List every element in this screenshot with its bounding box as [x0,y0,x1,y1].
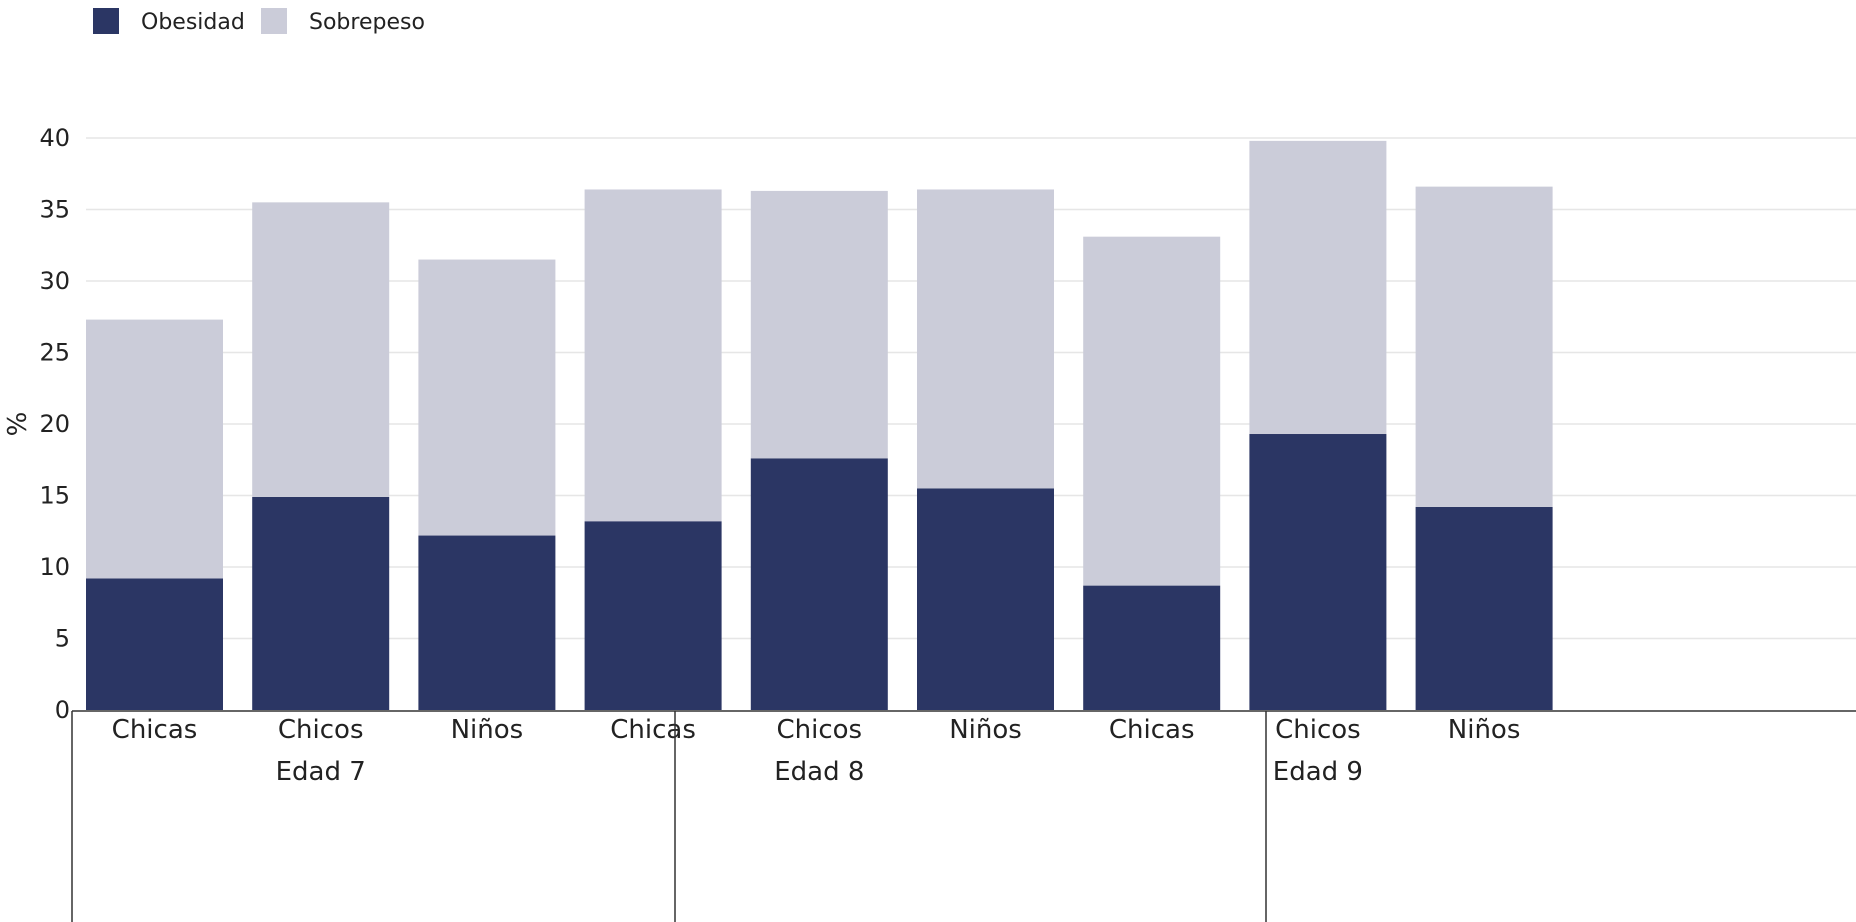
x-group-label: Edad 9 [1273,757,1363,787]
x-category-label: Niños [949,715,1022,745]
bar-obesidad [584,521,722,710]
y-tick-label: 25 [39,339,70,367]
x-category-label: Chicos [278,715,364,745]
y-tick-label: 15 [39,482,70,510]
bar-obesidad [418,535,556,710]
y-axis: 0 5 10 15 20 25 30 35 40% [3,124,70,724]
bar-sobrepeso [750,190,888,459]
bar-sobrepeso [1415,186,1553,507]
bar-obesidad [252,496,390,710]
x-category-label: Niños [1448,715,1521,745]
legend-label-sobrepeso: Sobrepeso [309,10,425,35]
y-tick-label: 10 [39,553,70,581]
y-tick-label: 35 [39,196,70,224]
y-tick-label: 0 [55,696,70,724]
y-tick-label: 40 [39,124,70,152]
bar-obesidad [917,488,1054,710]
legend-label-obesidad: Obesidad [141,10,245,35]
x-category-label: Chicas [1109,715,1195,745]
bar-obesidad [750,458,888,710]
x-category-label: Niños [451,715,524,745]
y-axis-title: % [3,412,33,437]
bar-obesidad [1083,585,1221,710]
y-tick-label: 20 [39,410,70,438]
bar-obesidad [1249,434,1387,710]
legend-swatch-obesidad [93,8,119,34]
bar-sobrepeso [917,189,1054,489]
bars [86,140,1553,710]
bar-sobrepeso [1249,140,1387,435]
legend: Obesidad Sobrepeso [93,8,425,35]
bar-sobrepeso [252,202,390,497]
y-tick-label: 5 [55,625,70,653]
x-category-label: Chicas [112,715,198,745]
x-category-label: Chicos [1275,715,1361,745]
bar-obesidad [1415,506,1553,710]
legend-swatch-sobrepeso [261,8,287,34]
bar-sobrepeso [1083,236,1221,586]
bar-obesidad [86,578,223,710]
x-category-label: Chicas [610,715,696,745]
x-group-label: Edad 8 [774,757,864,787]
y-tick-label: 30 [39,267,70,295]
bar-sobrepeso [418,259,556,536]
x-axis: Chicas Chicos Niños Chicas Chicos Niños Chicas… [71,710,1856,922]
x-group-label: Edad 7 [276,757,366,787]
x-category-label: Chicos [776,715,862,745]
bar-sobrepeso [584,189,722,522]
bar-sobrepeso [86,319,223,579]
